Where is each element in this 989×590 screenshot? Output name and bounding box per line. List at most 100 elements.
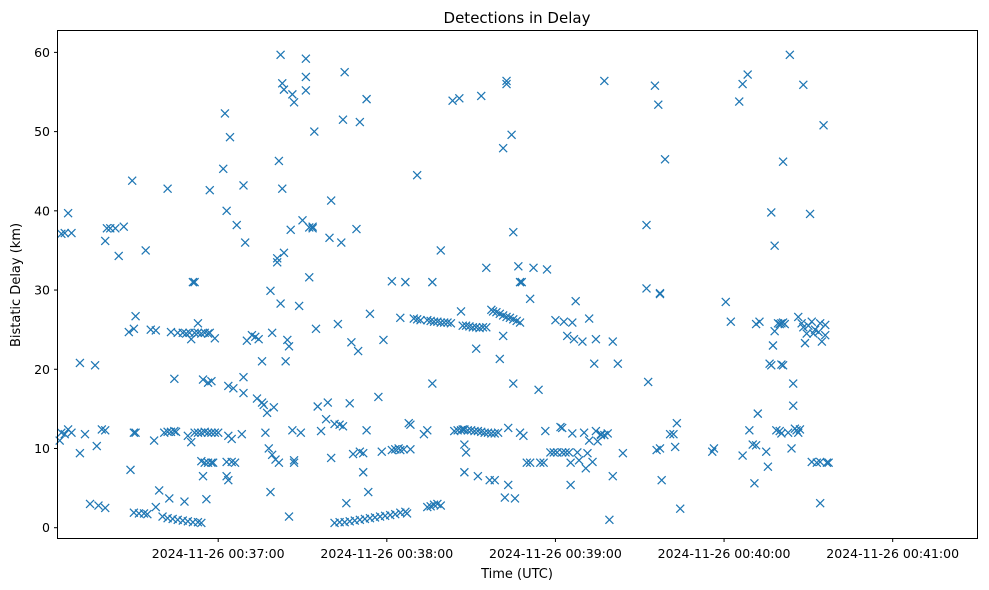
data-point-marker [749, 478, 759, 488]
data-point-marker [753, 409, 763, 419]
data-point-marker [783, 428, 793, 438]
data-point-marker [266, 487, 275, 497]
data-point-marker [748, 440, 758, 449]
data-point-marker [373, 392, 383, 402]
data-point-marker [239, 372, 248, 382]
data-point-marker [180, 497, 189, 507]
data-point-marker [399, 444, 409, 454]
data-point-marker [657, 475, 667, 485]
data-point-marker [387, 276, 397, 286]
data-point-marker [540, 426, 550, 436]
data-point-marker [642, 284, 651, 293]
y-tick-label: 0 [42, 520, 50, 535]
data-point-marker [239, 388, 248, 398]
x-axis: 2024-11-26 00:37:00 2024-11-26 00:38:00 20… [152, 538, 959, 561]
data-point-marker [571, 296, 581, 306]
data-point-marker [279, 85, 289, 95]
data-point-marker [100, 425, 110, 435]
data-point-marker [436, 245, 446, 255]
data-point-marker [795, 425, 805, 434]
data-point-marker [542, 265, 552, 274]
data-point-marker [355, 117, 365, 127]
data-point-marker [402, 509, 412, 518]
data-point-marker [260, 428, 270, 438]
data-point-marker [738, 79, 748, 89]
data-point-marker [734, 97, 744, 106]
data-point-marker [409, 314, 419, 324]
data-point-marker [272, 253, 282, 263]
data-point-marker [513, 261, 523, 271]
data-point-marker [591, 426, 601, 436]
data-point-marker [751, 319, 761, 329]
data-point-marker [493, 428, 503, 438]
data-point-marker [323, 398, 333, 407]
data-point-marker [515, 277, 525, 287]
data-point-marker [301, 72, 311, 82]
data-point-marker [588, 457, 597, 467]
data-point-marker [672, 418, 682, 428]
data-point-marker [276, 50, 286, 60]
data-point-marker [507, 130, 517, 140]
data-point-marker [427, 379, 437, 388]
data-point-marker [333, 319, 343, 329]
data-point-marker [85, 499, 95, 509]
data-point-marker [405, 444, 415, 454]
data-point-marker [151, 326, 161, 335]
data-point-marker [824, 458, 834, 468]
data-point-marker [223, 381, 233, 391]
data-point-marker [503, 480, 513, 490]
data-point-marker [422, 502, 432, 512]
data-point-marker [522, 458, 532, 468]
data-point-marker [471, 322, 481, 332]
data-point-marker [230, 458, 240, 468]
data-point-marker [264, 444, 274, 453]
data-point-marker [203, 329, 213, 339]
data-point-marker [127, 176, 137, 186]
data-point-marker [776, 318, 786, 328]
data-point-marker [196, 329, 206, 339]
data-point-marker [550, 315, 560, 325]
data-point-marker [124, 327, 134, 337]
data-point-marker [599, 76, 609, 86]
data-point-marker [196, 518, 206, 528]
data-point-marker [508, 379, 518, 388]
data-point-marker [726, 317, 736, 327]
data-point-marker [387, 445, 397, 455]
data-point-marker [129, 324, 139, 334]
data-point-marker [738, 451, 748, 461]
data-point-marker [267, 328, 277, 338]
data-point-marker [163, 184, 173, 194]
data-point-marker [141, 245, 151, 255]
data-point-marker [169, 374, 179, 384]
data-point-marker [308, 223, 318, 233]
data-point-marker [778, 360, 788, 370]
data-point-marker [422, 315, 432, 325]
data-point-marker [274, 156, 284, 166]
data-point-marker [498, 331, 508, 341]
data-point-marker [60, 429, 70, 439]
data-point-marker [358, 467, 368, 477]
data-point-marker [584, 314, 594, 324]
data-point-marker [365, 309, 375, 319]
data-point-marker [412, 314, 422, 324]
data-point-marker [534, 385, 544, 395]
data-point-marker [201, 494, 211, 504]
data-point-marker [500, 493, 510, 503]
data-point-marker [341, 498, 351, 508]
data-point-marker [379, 335, 388, 345]
data-point-marker [815, 498, 825, 508]
data-point-marker [476, 91, 486, 101]
data-point-marker [817, 337, 827, 346]
data-point-marker [119, 222, 129, 232]
data-point-marker [567, 318, 577, 327]
data-point-marker [603, 428, 613, 438]
data-point-marker [545, 448, 555, 457]
data-point-marker [579, 428, 589, 438]
data-point-marker [574, 455, 584, 465]
data-point-marker [743, 70, 753, 80]
data-point-marker [294, 301, 304, 311]
data-point-marker [448, 96, 458, 106]
data-point-marker [326, 196, 336, 205]
